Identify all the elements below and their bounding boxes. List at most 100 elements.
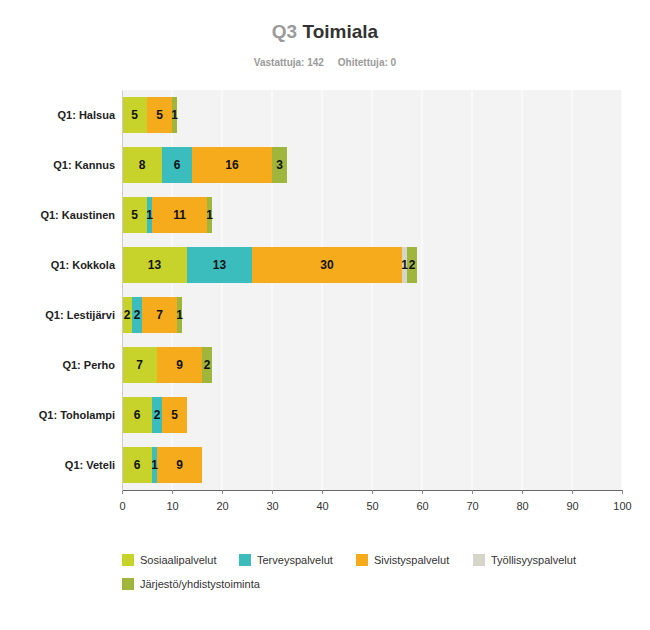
data-label: 5 [171, 408, 178, 422]
data-label: 2 [124, 308, 131, 322]
data-label: 2 [204, 358, 211, 372]
x-tick-label: 100 [613, 500, 631, 512]
y-tick-label: Q1: Kannus [53, 159, 115, 171]
x-tick: 60 [416, 490, 428, 512]
y-tick: Q1: Kaustinen [40, 209, 122, 221]
bar-segment [407, 247, 417, 283]
bars [122, 97, 417, 483]
grid-line [472, 90, 473, 490]
grid-line [122, 90, 123, 490]
y-tick-label: Q1: Perho [62, 359, 115, 371]
bar-segment [147, 97, 172, 133]
series-bars [142, 97, 402, 483]
bar-segment [157, 347, 202, 383]
x-tick-mark [572, 490, 573, 494]
y-tick-label: Q1: Kokkola [51, 259, 116, 271]
data-label: 7 [136, 358, 143, 372]
data-label: 6 [134, 458, 141, 472]
y-tick: Q1: Kannus [53, 159, 122, 171]
x-tick-mark [522, 490, 523, 494]
legend-item: Terveyspalvelut [239, 554, 333, 566]
bar-segment [157, 447, 202, 483]
grid-line [322, 90, 323, 490]
y-tick: Q1: Lestijärvi [45, 309, 122, 321]
data-label: 1 [151, 458, 158, 472]
x-tick: 20 [216, 490, 228, 512]
x-tick: 90 [566, 490, 578, 512]
x-tick-mark [172, 490, 173, 494]
y-tick: Q1: Perho [62, 359, 122, 371]
y-tick: Q1: Veteli [65, 459, 122, 471]
plot: 5851327666113221516113079591131212010203… [39, 90, 632, 512]
x-tick: 0 [119, 490, 125, 512]
bar-segment [192, 147, 272, 183]
x-tick-label: 90 [566, 500, 578, 512]
x-tick-mark [372, 490, 373, 494]
legend-item: Työllisyyspalvelut [473, 554, 576, 566]
data-label: 9 [176, 458, 183, 472]
x-tick-label: 30 [266, 500, 278, 512]
x-tick-mark [272, 490, 273, 494]
bar-segment [122, 97, 147, 133]
data-label: 11 [173, 208, 186, 222]
bar-segment [132, 297, 142, 333]
bar-segment [122, 197, 147, 233]
grid [122, 90, 622, 490]
legend: SosiaalipalvelutTerveyspalvelutSivistysp… [122, 554, 576, 590]
chart-svg: Q3 Toimiala Vastattuja: 142 Ohitettuja: 0… [0, 0, 650, 630]
plot-background [122, 90, 622, 490]
bar-segment [122, 297, 132, 333]
x-tick-label: 70 [466, 500, 478, 512]
bar-segment [142, 297, 177, 333]
series-bars [132, 147, 252, 483]
data-label: 9 [176, 358, 183, 372]
data-label: 30 [320, 258, 334, 272]
data-label: 1 [171, 108, 178, 122]
data-label: 2 [154, 408, 161, 422]
x-tick-mark [122, 490, 123, 494]
grid-line [422, 90, 423, 490]
bar-segment [122, 397, 152, 433]
legend-label: Työllisyyspalvelut [491, 554, 576, 566]
x-tick: 80 [516, 490, 528, 512]
bar-segment [187, 397, 188, 433]
legend-item: Sosiaalipalvelut [122, 554, 216, 566]
x-tick-label: 10 [166, 500, 178, 512]
x-tick: 50 [366, 490, 378, 512]
chart-subtitle: Vastattuja: 142 Ohitettuja: 0 [254, 57, 397, 68]
x-tick-label: 40 [316, 500, 328, 512]
x-tick-label: 20 [216, 500, 228, 512]
data-label: 1 [176, 308, 183, 322]
bar-segment [122, 247, 187, 283]
data-label: 2 [134, 308, 141, 322]
x-tick-label: 80 [516, 500, 528, 512]
x-axis-line [123, 491, 623, 495]
y-tick-label: Q1: Lestijärvi [45, 309, 115, 321]
data-label: 1 [206, 208, 213, 222]
legend-label: Terveyspalvelut [257, 554, 333, 566]
data-label: 8 [139, 158, 146, 172]
data-labels: 5851327666113221516113079591131212 [124, 108, 416, 472]
x-tick: 40 [316, 490, 328, 512]
legend-label: Järjestö/yhdistystoiminta [140, 578, 261, 590]
bar-segment [202, 447, 203, 483]
x-tick-mark [222, 490, 223, 494]
y-tick: Q1: Kokkola [51, 259, 122, 271]
x-tick-mark [622, 490, 623, 494]
data-label: 6 [174, 158, 181, 172]
data-label: 3 [276, 158, 283, 172]
y-axis-line [122, 91, 123, 491]
y-tick: Q1: Halsua [58, 109, 122, 121]
y-tick-label: Q1: Veteli [65, 459, 115, 471]
data-label: 5 [131, 208, 138, 222]
y-tick-label: Q1: Toholampi [39, 409, 115, 421]
grid-line [572, 90, 573, 490]
data-label: 1 [401, 258, 408, 272]
bar-segment [187, 397, 188, 433]
grid-line [372, 90, 373, 490]
x-tick-label: 50 [366, 500, 378, 512]
legend-label: Sosiaalipalvelut [140, 554, 216, 566]
data-label: 7 [156, 308, 163, 322]
bar-segment [202, 447, 203, 483]
chart-title: Q3 Toimiala [272, 21, 379, 42]
